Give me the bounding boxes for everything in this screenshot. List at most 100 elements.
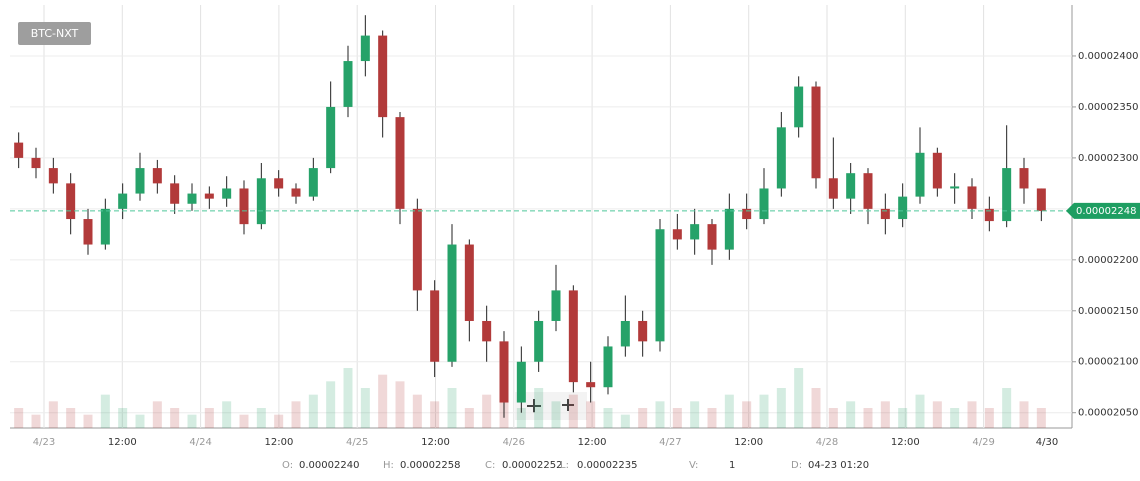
volume-bar (846, 401, 856, 428)
volume-bar (1002, 388, 1012, 428)
candle-body (1019, 168, 1029, 189)
x-tick-label: 4/23 (33, 437, 55, 448)
footer-value: 0.00002235 (577, 460, 637, 471)
candle-body (239, 188, 249, 225)
volume-bar (14, 408, 24, 428)
footer-value: 1 (729, 460, 735, 471)
volume-bar (239, 414, 249, 428)
candle-body (950, 186, 960, 189)
x-tick-label: 12:00 (734, 437, 763, 448)
footer-label: O: (282, 460, 293, 471)
candle-body (638, 320, 648, 342)
candle-body (655, 229, 665, 342)
candle-body (568, 290, 578, 383)
x-tick-label: 12:00 (421, 437, 450, 448)
volume-bar (898, 408, 908, 428)
candle-body (48, 168, 58, 184)
candle-body (308, 168, 318, 197)
x-tick-label: 4/29 (972, 437, 994, 448)
candle-body (811, 86, 821, 179)
volume-bar (932, 401, 942, 428)
candle-body (430, 290, 440, 362)
candle-body (135, 168, 145, 194)
volume-bar (482, 394, 492, 428)
footer-value: 0.00002240 (299, 460, 359, 471)
candle-body (915, 152, 925, 197)
candle-body (222, 188, 232, 199)
candle-body (187, 193, 197, 204)
symbol-button[interactable]: BTC-NXT (18, 22, 91, 45)
x-tick-label: 4/28 (816, 437, 838, 448)
footer-label: V: (689, 460, 698, 471)
plot-area (10, 5, 1072, 428)
candle-body (499, 341, 509, 403)
volume-bar (118, 408, 128, 428)
x-tick-label: 12:00 (264, 437, 293, 448)
y-tick-label: 0.00002400 (1078, 51, 1138, 62)
footer-label: C: (485, 460, 495, 471)
volume-bar (915, 394, 925, 428)
candle-body (464, 244, 474, 321)
candle-body (603, 346, 613, 388)
candle-body (31, 157, 41, 169)
volume-bar (274, 414, 284, 428)
cursor-icons (515, 392, 587, 420)
volume-bar (776, 388, 786, 428)
y-tick-label: 0.00002300 (1078, 153, 1138, 164)
footer-value: 04-23 01:20 (808, 460, 869, 471)
candle-body (360, 35, 370, 62)
candle-body (395, 117, 405, 209)
footer-label: H: (383, 460, 394, 471)
volume-bar (620, 414, 630, 428)
volume-bar (603, 408, 613, 428)
candle-body (152, 168, 162, 184)
volume-bar (256, 408, 266, 428)
volume-bar (170, 408, 180, 428)
volume-bar (395, 381, 405, 428)
candle-body (586, 382, 596, 388)
candle-body (1036, 188, 1046, 211)
volume-bar (187, 414, 197, 428)
volume-bar (880, 401, 890, 428)
candle-body (378, 35, 388, 118)
volume-bar (412, 394, 422, 428)
candle-body (880, 208, 890, 220)
volume-bar (828, 408, 838, 428)
footer-value: 0.00002258 (400, 460, 460, 471)
y-tick-label: 0.00002100 (1078, 357, 1138, 368)
candle-body (551, 290, 561, 321)
x-tick-label: 4/30 (1036, 437, 1058, 448)
volume-bar (690, 401, 700, 428)
volume-bar (794, 368, 804, 428)
candle-body (690, 224, 700, 240)
candle-body (863, 173, 873, 209)
volume-bar (655, 401, 665, 428)
candle-body (776, 127, 786, 189)
volume-bar (534, 388, 544, 428)
volume-bar (48, 401, 58, 428)
volume-bar (516, 408, 526, 428)
x-tick-label: 12:00 (578, 437, 607, 448)
candle-body (846, 173, 856, 199)
volume-bar (724, 394, 734, 428)
volume-bar (360, 388, 370, 428)
candle-body (118, 193, 128, 209)
candle-body (343, 61, 353, 107)
volume-bar (672, 408, 682, 428)
candle-body (724, 208, 734, 250)
x-tick-label: 4/24 (189, 437, 211, 448)
candle-body (482, 320, 492, 342)
volume-bar (863, 408, 873, 428)
x-tick-label: 12:00 (108, 437, 137, 448)
volume-bar (291, 401, 301, 428)
footer-label: L: (560, 460, 569, 471)
candle-body (759, 188, 769, 220)
volume-bar (204, 408, 214, 428)
x-tick-label: 4/26 (503, 437, 525, 448)
volume-bar (984, 408, 994, 428)
volume-bar (568, 394, 578, 428)
volume-bar (378, 374, 388, 428)
candle-body (83, 219, 93, 245)
